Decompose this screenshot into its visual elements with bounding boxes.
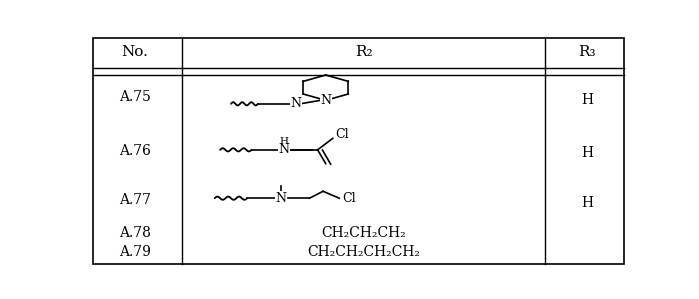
Text: H: H	[581, 146, 593, 160]
Text: Cl: Cl	[342, 192, 356, 205]
Text: CH₂CH₂CH₂CH₂: CH₂CH₂CH₂CH₂	[307, 245, 420, 259]
Text: N: N	[278, 143, 289, 156]
Text: R₃: R₃	[578, 45, 596, 59]
Text: Cl: Cl	[336, 128, 349, 141]
Text: R₂: R₂	[355, 45, 373, 59]
Text: N: N	[320, 94, 331, 107]
Text: No.: No.	[122, 45, 148, 59]
Text: H: H	[581, 196, 593, 210]
Text: A.76: A.76	[119, 144, 151, 158]
FancyBboxPatch shape	[93, 38, 624, 264]
Text: H: H	[280, 137, 289, 146]
Text: A.77: A.77	[119, 193, 151, 208]
Text: A.75: A.75	[119, 90, 151, 104]
Text: N: N	[276, 192, 287, 205]
Text: A.79: A.79	[119, 245, 151, 259]
Text: N: N	[291, 97, 301, 110]
Text: H: H	[581, 93, 593, 107]
Text: CH₂CH₂CH₂: CH₂CH₂CH₂	[322, 226, 406, 240]
Text: A.78: A.78	[119, 226, 151, 240]
